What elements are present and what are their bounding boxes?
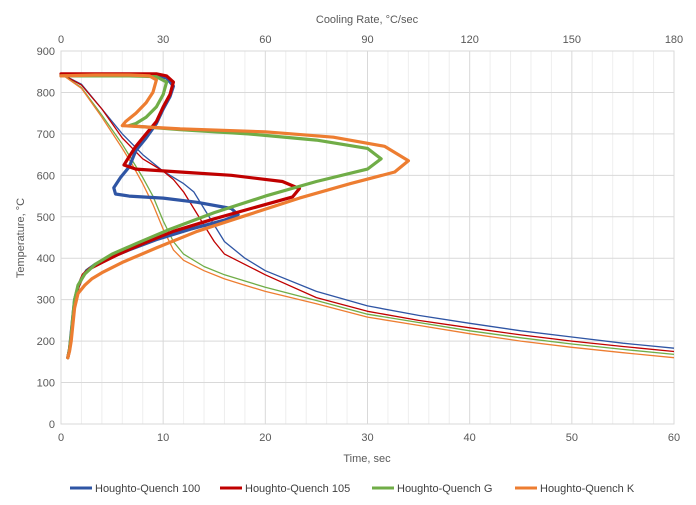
series-line-time-2 — [60, 73, 675, 353]
plot-area-border — [60, 50, 675, 425]
x-axis-tick-labels: 0 10 20 30 40 50 60 — [58, 432, 680, 444]
series-line-cooling-rate-3 — [59, 74, 383, 360]
series-line-time-1 — [60, 73, 675, 349]
secondary-x-tick-label: 30 — [157, 34, 169, 46]
y-tick-label: 200 — [37, 336, 55, 348]
secondary-x-axis-tick-labels: 0 30 60 90 120 150 180 — [58, 34, 683, 46]
x-tick-label: 60 — [668, 432, 680, 444]
x-tick-label: 20 — [259, 432, 271, 444]
x-tick-label: 50 — [566, 432, 578, 444]
secondary-x-tick-label: 120 — [460, 34, 478, 46]
x-tick-label: 10 — [157, 432, 169, 444]
y-tick-label: 400 — [37, 253, 55, 265]
secondary-x-tick-label: 0 — [58, 34, 64, 46]
y-tick-label: 600 — [37, 170, 55, 182]
y-axis-title: Temperature, °C — [15, 198, 27, 278]
y-tick-label: 0 — [49, 419, 55, 431]
y-tick-label: 100 — [37, 378, 55, 390]
series-group — [59, 72, 675, 360]
minor-gridlines — [80, 51, 655, 424]
x-axis-title: Time, sec — [343, 453, 391, 465]
y-tick-label: 300 — [37, 295, 55, 307]
secondary-x-tick-label: 180 — [665, 34, 683, 46]
series-line-cooling-rate-4 — [59, 73, 410, 360]
y-axis-tick-labels: 0 100 200 300 400 500 600 700 800 900 — [37, 46, 55, 431]
y-tick-label: 800 — [37, 87, 55, 99]
secondary-x-tick-label: 150 — [563, 34, 581, 46]
x-tick-label: 40 — [464, 432, 476, 444]
legend: Houghto-Quench 100 Houghto-Quench 105 Houg… — [70, 483, 635, 495]
y-tick-label: 500 — [37, 212, 55, 224]
legend-label-1: Houghto-Quench 100 — [95, 483, 200, 495]
x-tick-label: 30 — [361, 432, 373, 444]
y-tick-label: 900 — [37, 46, 55, 58]
legend-label-2: Houghto-Quench 105 — [245, 483, 350, 495]
secondary-x-axis-title: Cooling Rate, °C/sec — [316, 14, 419, 26]
legend-label-3: Houghto-Quench G — [397, 483, 492, 495]
x-tick-label: 0 — [58, 432, 64, 444]
secondary-x-tick-label: 60 — [259, 34, 271, 46]
secondary-x-tick-label: 90 — [361, 34, 373, 46]
y-tick-label: 700 — [37, 129, 55, 141]
legend-label-4: Houghto-Quench K — [540, 483, 635, 495]
